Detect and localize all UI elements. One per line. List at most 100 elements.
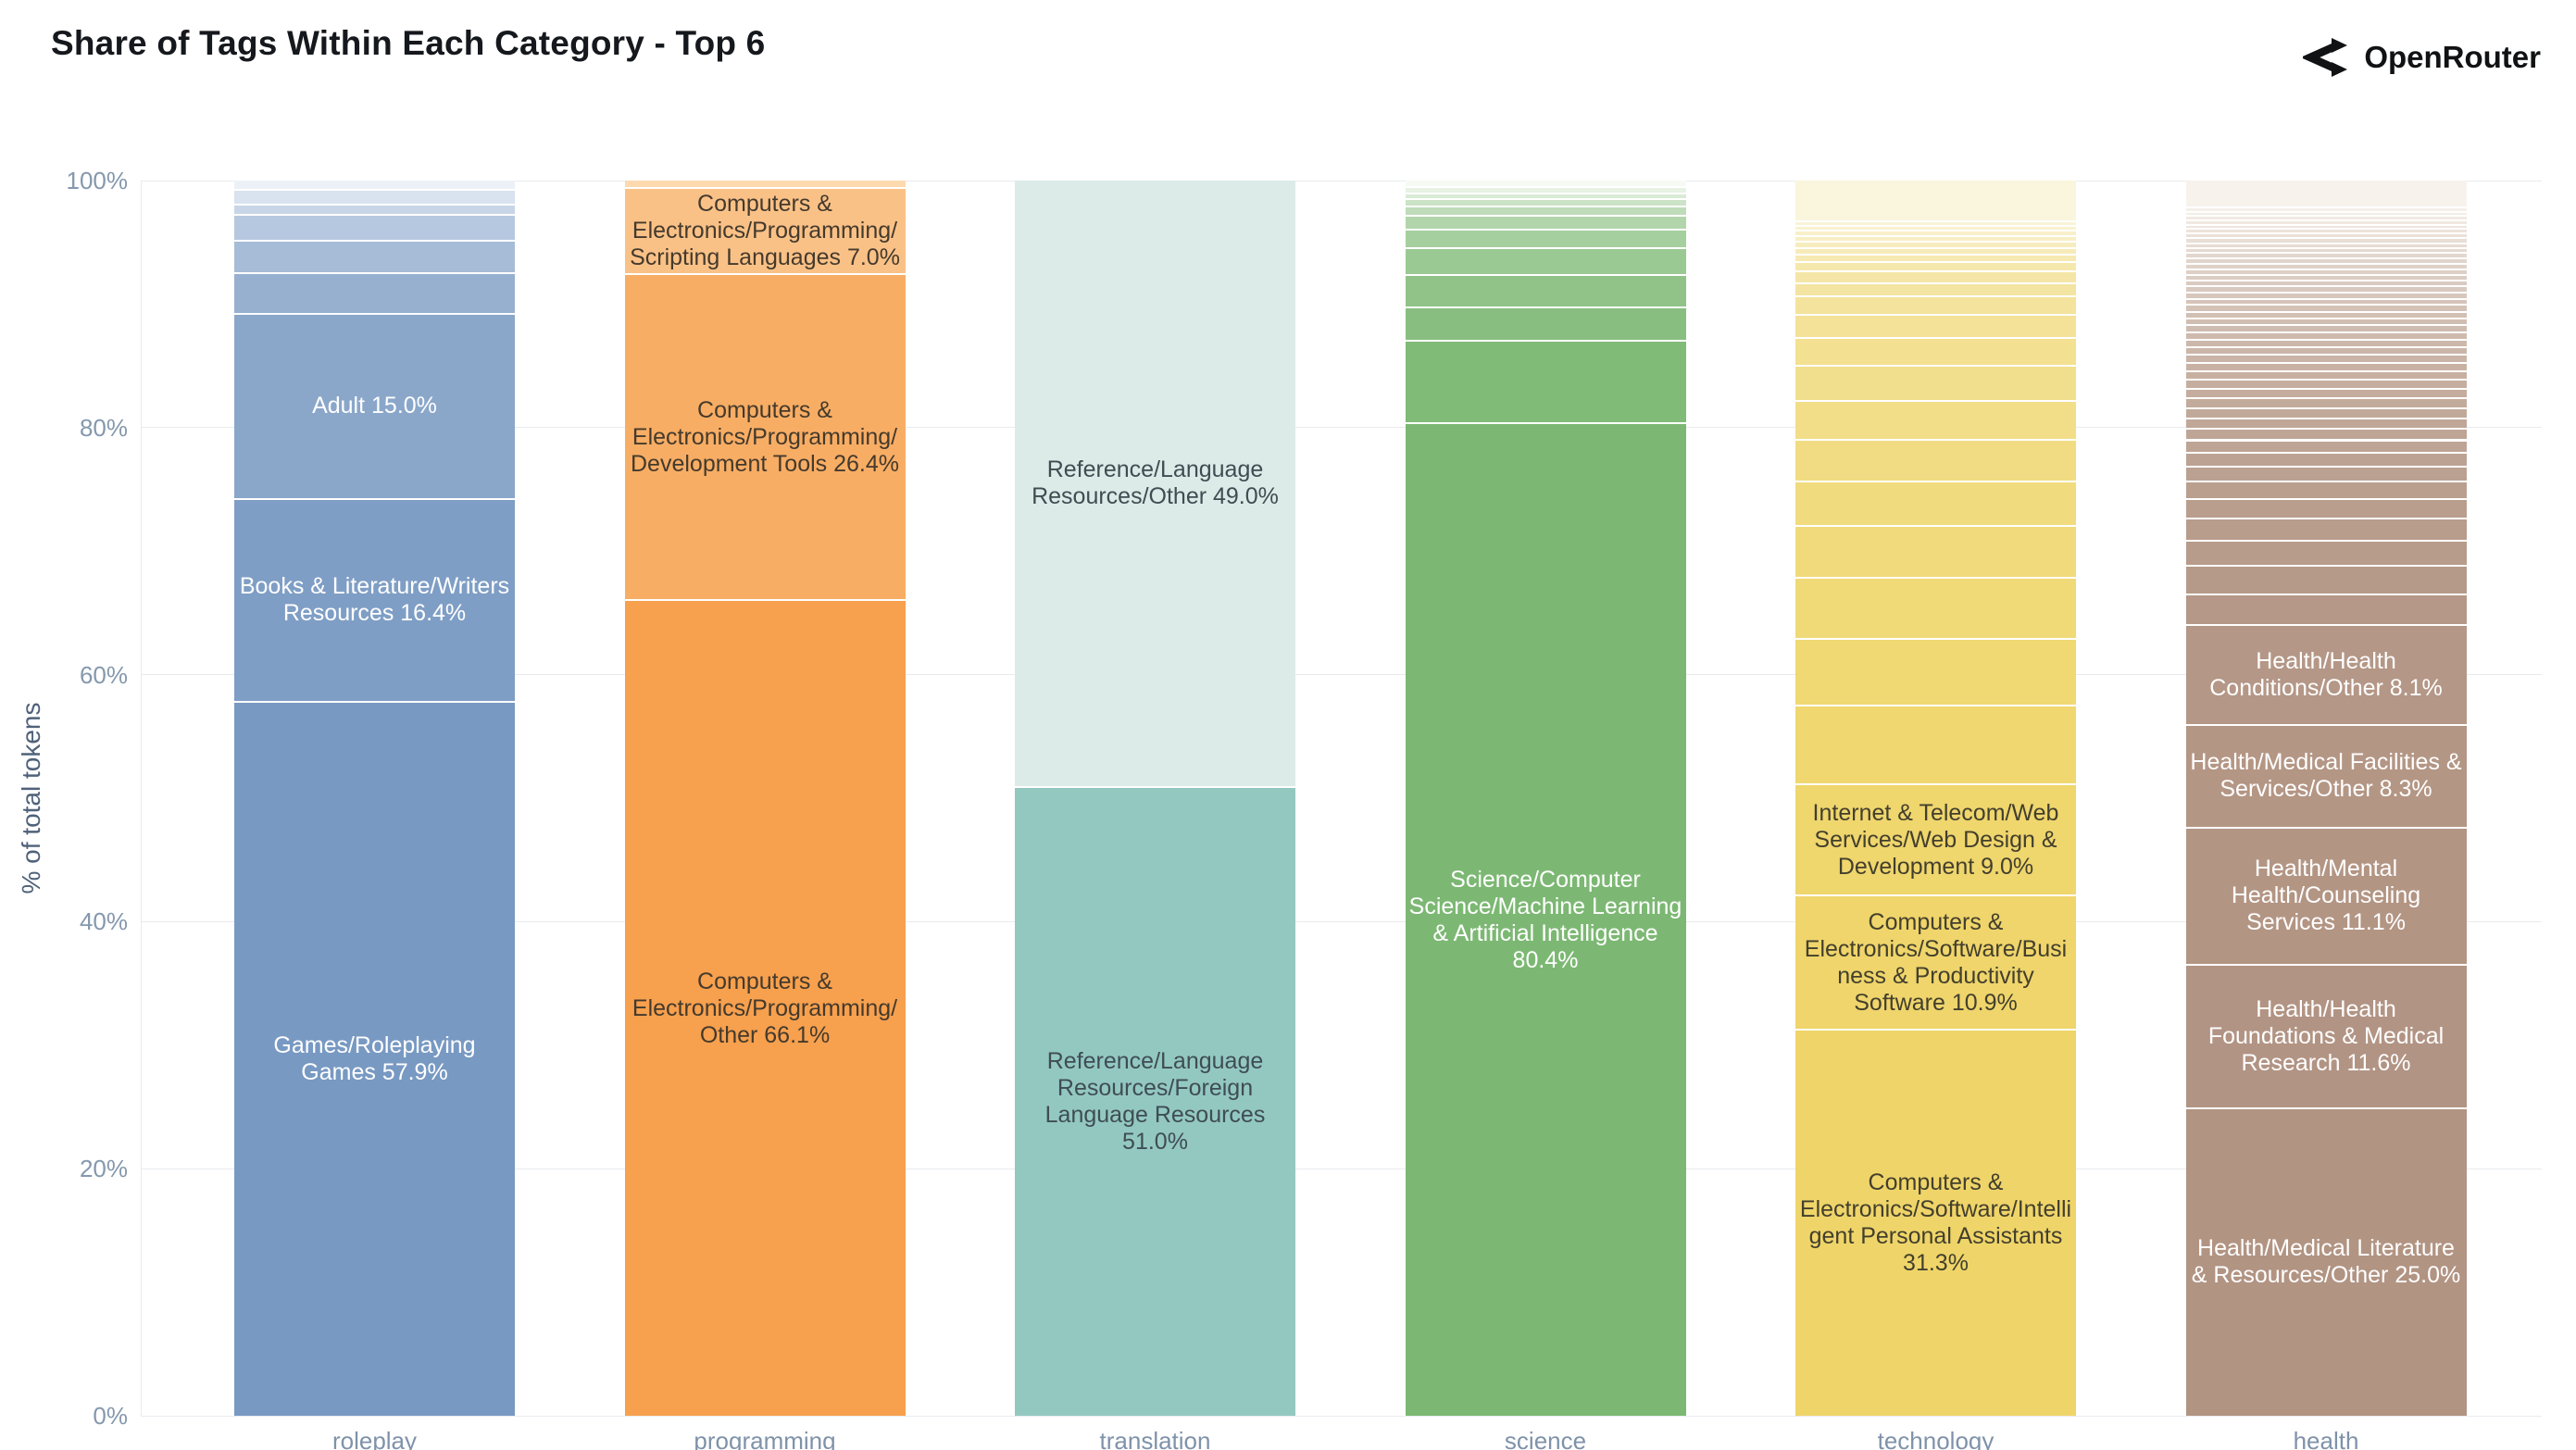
- bar-segment-small[interactable]: [2185, 338, 2467, 346]
- bar-segment-small[interactable]: [234, 204, 515, 215]
- bar-segment-small[interactable]: [1795, 260, 2076, 270]
- bar-segment-small[interactable]: [2185, 318, 2467, 325]
- bar-segment-small[interactable]: [2185, 247, 2467, 253]
- bar-segment-small[interactable]: [2185, 439, 2467, 452]
- bar-segment-small[interactable]: [234, 271, 515, 313]
- bar-segment-small[interactable]: [2185, 540, 2467, 565]
- bar-segment-small[interactable]: [2185, 292, 2467, 298]
- bar-segment-small[interactable]: [1795, 365, 2076, 401]
- bar-segment-small[interactable]: [1795, 704, 2076, 783]
- bar-segment-small[interactable]: [1795, 577, 2076, 638]
- bar-segment-small[interactable]: [1405, 306, 1686, 341]
- bar-segment-small[interactable]: [1795, 337, 2076, 366]
- bar-segment-small[interactable]: [1795, 269, 2076, 283]
- bar-segment-small[interactable]: [1405, 206, 1686, 216]
- bar-segment-small[interactable]: [2185, 269, 2467, 275]
- bar-segment[interactable]: Reference/Language Resources/Foreign Lan…: [1015, 785, 1295, 1416]
- bar-segment[interactable]: Science/Computer Science/Machine Learnin…: [1405, 422, 1686, 1416]
- bar-segment-small[interactable]: [2185, 310, 2467, 319]
- bar-segment-small[interactable]: [1795, 253, 2076, 261]
- bar-segment-small[interactable]: [1405, 181, 1686, 187]
- bar-segment-small[interactable]: [2185, 362, 2467, 370]
- bar-segment-small[interactable]: [1795, 247, 2076, 254]
- bar-segment[interactable]: Internet & Telecom/Web Services/Web Desi…: [1795, 783, 2076, 895]
- bar-segment[interactable]: Games/Roleplaying Games 57.9%: [234, 700, 515, 1416]
- bar-segment-small[interactable]: [1405, 229, 1686, 248]
- bar-segment-small[interactable]: [2185, 206, 2467, 211]
- bar-segment-small[interactable]: [234, 189, 515, 205]
- bar-segment-small[interactable]: [2185, 263, 2467, 269]
- bar-segment-small[interactable]: [2185, 465, 2467, 481]
- bar-segment-small[interactable]: [1795, 234, 2076, 242]
- bar-segment-small[interactable]: [2185, 223, 2467, 229]
- bar-segment-small[interactable]: [234, 240, 515, 272]
- bar-segment-small[interactable]: [1405, 215, 1686, 230]
- bar-segment-small[interactable]: [2185, 232, 2467, 238]
- bar-segment-small[interactable]: [1405, 274, 1686, 307]
- bar-segment-small[interactable]: [624, 181, 906, 187]
- bar-segment[interactable]: Reference/Language Resources/Other 49.0%: [1015, 181, 1295, 786]
- bar-segment-small[interactable]: [2185, 593, 2467, 624]
- bar-segment[interactable]: Health/Medical Literature & Resources/Ot…: [2185, 1106, 2467, 1416]
- bar-segment-small[interactable]: [2185, 324, 2467, 331]
- bar-segment-small[interactable]: [2185, 428, 2467, 440]
- bar-segment[interactable]: Health/Medical Facilities & Services/Oth…: [2185, 723, 2467, 827]
- bar-segment[interactable]: Computers & Electronics/Programming/Deve…: [624, 273, 906, 600]
- bar-segment[interactable]: Computers & Electronics/Programming/Othe…: [624, 599, 906, 1416]
- bar-segment-small[interactable]: [2185, 406, 2467, 419]
- bar-segment-small[interactable]: [1405, 198, 1686, 206]
- bar-segment-small[interactable]: [1795, 400, 2076, 439]
- bar-segment-small[interactable]: [2185, 354, 2467, 363]
- bar-segment-small[interactable]: [1795, 230, 2076, 235]
- bar-segment-small[interactable]: [2185, 345, 2467, 355]
- bar-segment-small[interactable]: [2185, 285, 2467, 293]
- bar-segment-small[interactable]: [234, 181, 515, 190]
- bar-segment-small[interactable]: [2185, 181, 2467, 207]
- bar-segment-small[interactable]: [1795, 219, 2076, 226]
- bar-segment-small[interactable]: [2185, 418, 2467, 429]
- bar-segment-small[interactable]: [2185, 242, 2467, 248]
- bar-segment-small[interactable]: [1795, 525, 2076, 578]
- bar-segment[interactable]: Adult 15.0%: [234, 312, 515, 498]
- bar-segment[interactable]: Books & Literature/Writers Resources 16.…: [234, 497, 515, 701]
- bar-segment-small[interactable]: [2185, 304, 2467, 311]
- bar-segment[interactable]: Computers & Electronics/Programming/Scri…: [624, 186, 906, 274]
- bar-segment[interactable]: Computers & Electronics/Software/Busines…: [1795, 894, 2076, 1030]
- bar-segment-small[interactable]: [1795, 314, 2076, 338]
- bar-segment-small[interactable]: [2185, 215, 2467, 220]
- bar-segment-small[interactable]: [2185, 497, 2467, 519]
- bar-segment-small[interactable]: [1795, 637, 2076, 705]
- bar-segment[interactable]: Health/Health Foundations & Medical Rese…: [2185, 963, 2467, 1107]
- bar-segment-small[interactable]: [2185, 280, 2467, 286]
- bar-segment-small[interactable]: [2185, 331, 2467, 339]
- bar-segment-small[interactable]: [1795, 438, 2076, 481]
- bar-segment-small[interactable]: [2185, 388, 2467, 398]
- bar-segment-small[interactable]: [1795, 181, 2076, 220]
- bar-segment-small[interactable]: [2185, 274, 2467, 281]
- bar-segment-small[interactable]: [1795, 225, 2076, 231]
- bar-segment-small[interactable]: [2185, 397, 2467, 407]
- bar-segment[interactable]: Health/Mental Health/Counseling Services…: [2185, 826, 2467, 964]
- bar-segment-small[interactable]: [1795, 241, 2076, 248]
- bar-segment-small[interactable]: [2185, 237, 2467, 243]
- bar-segment-small[interactable]: [2185, 257, 2467, 264]
- bar-segment-small[interactable]: [2185, 564, 2467, 594]
- bar-segment-small[interactable]: [2185, 228, 2467, 233]
- bar-segment-small[interactable]: [1405, 340, 1686, 423]
- bar-segment-small[interactable]: [1405, 192, 1686, 199]
- bar-segment-small[interactable]: [1405, 186, 1686, 193]
- bar-segment-small[interactable]: [234, 214, 515, 241]
- bar-segment-small[interactable]: [2185, 379, 2467, 389]
- bar-segment-small[interactable]: [2185, 518, 2467, 541]
- bar-segment[interactable]: Computers & Electronics/Software/Intelli…: [1795, 1029, 2076, 1416]
- bar-segment-small[interactable]: [2185, 297, 2467, 305]
- bar-segment-small[interactable]: [1795, 481, 2076, 526]
- bar-segment-small[interactable]: [2185, 481, 2467, 498]
- bar-segment-small[interactable]: [2185, 252, 2467, 258]
- bar-segment-small[interactable]: [2185, 451, 2467, 466]
- bar-segment-small[interactable]: [1795, 295, 2076, 315]
- bar-segment-small[interactable]: [2185, 219, 2467, 224]
- bar-segment[interactable]: Health/Health Conditions/Other 8.1%: [2185, 623, 2467, 724]
- bar-segment-small[interactable]: [1795, 282, 2076, 296]
- bar-segment-small[interactable]: [2185, 210, 2467, 216]
